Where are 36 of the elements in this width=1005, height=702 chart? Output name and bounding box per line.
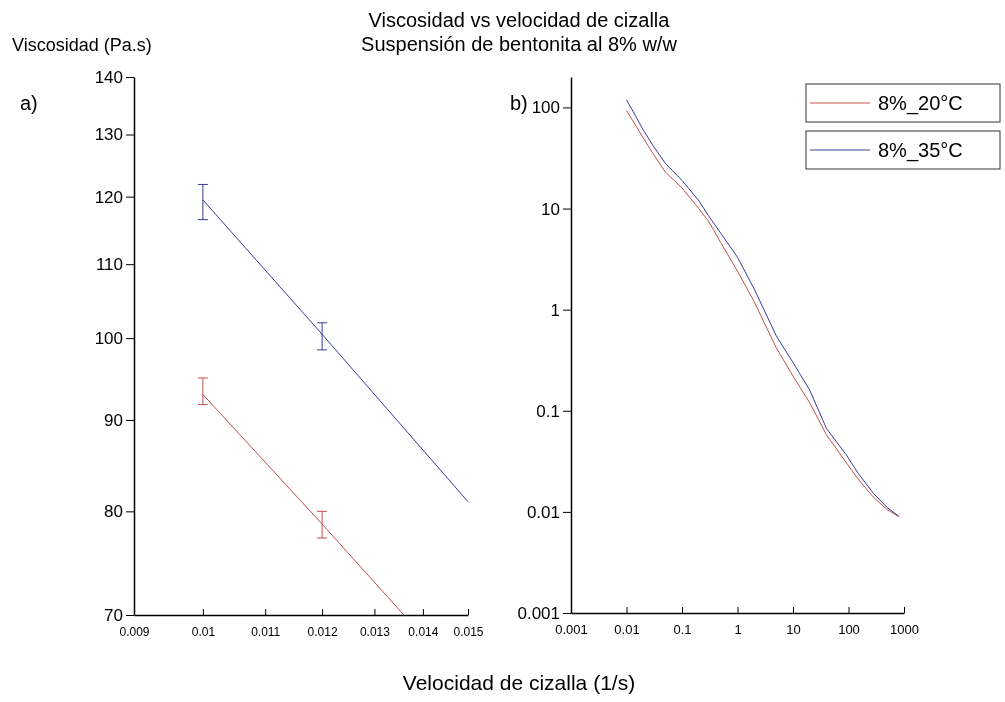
x-tick-label: 10 — [786, 622, 801, 638]
y-tick-label: 0.01 — [526, 502, 560, 522]
y-tick-label: 80 — [104, 502, 123, 522]
x-tick-label: 0.011 — [251, 624, 281, 639]
x-tick-label: 0.015 — [453, 624, 484, 639]
x-tick-label: 0.012 — [307, 624, 338, 639]
y-tick-label: 0.1 — [536, 401, 560, 421]
y-tick-label: 110 — [95, 255, 123, 275]
x-tick-label: 0.014 — [408, 624, 439, 639]
x-tick-label: 0.001 — [555, 622, 588, 638]
y-tick-label: 100 — [531, 98, 560, 118]
y-tick-label: 70 — [104, 605, 123, 625]
x-tick-label: 0.01 — [614, 622, 640, 638]
y-tick-label: 100 — [94, 329, 123, 349]
text: Suspensión de bentonita al 8% w/w — [361, 33, 678, 55]
x-tick-label: 100 — [838, 622, 860, 638]
x-tick-label: 0.009 — [119, 624, 150, 639]
y-tick-label: 120 — [94, 187, 123, 207]
y-tick-label: 1 — [550, 300, 560, 320]
y-tick-label: 140 — [94, 67, 123, 87]
x-tick-label: 1000 — [890, 622, 919, 638]
x-tick-label: 0.1 — [673, 622, 692, 638]
y-tick-label: 0.001 — [517, 603, 560, 623]
legend-label: 8%_20°C — [878, 92, 963, 115]
x-tick-label: 0.013 — [359, 624, 391, 639]
y-tick-label: 130 — [94, 125, 123, 145]
x-axis-title: Velocidad de cizalla (1/s) — [402, 671, 636, 694]
text: b) — [510, 92, 528, 114]
text: a) — [20, 92, 38, 114]
y-tick-label: 10 — [541, 199, 560, 219]
y-tick-label: 90 — [104, 410, 123, 430]
legend-label: 8%_35°C — [878, 139, 963, 162]
x-tick-label: 0.01 — [191, 624, 216, 639]
x-tick-label: 1 — [734, 622, 742, 638]
text: Viscosidad vs velocidad de cizalla — [368, 9, 671, 31]
y-axis-title: Viscosidad (Pa.s) — [12, 35, 152, 55]
